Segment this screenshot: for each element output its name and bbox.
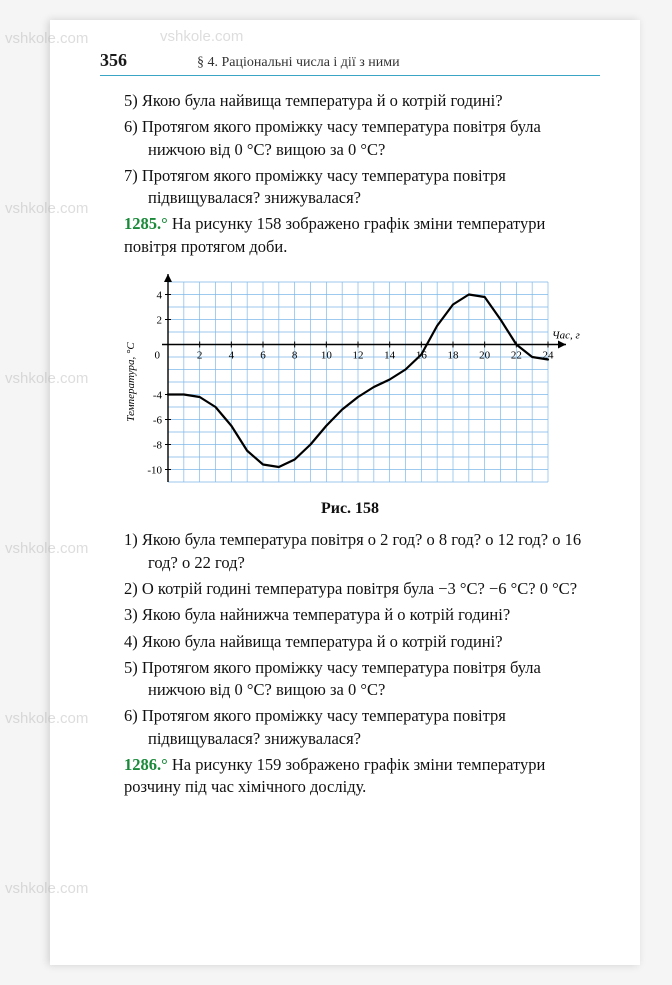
- question-item: 1) Якою була температура повітря о 2 год…: [100, 529, 600, 574]
- question-item: 5) Якою була найвища температура й о кот…: [100, 90, 600, 112]
- question-item: 5) Протягом якого проміжку часу температ…: [100, 657, 600, 702]
- item-number: 7): [124, 166, 142, 185]
- problem-text: На рисунку 159 зображено графік зміни те…: [124, 755, 545, 796]
- svg-text:Температура, °С: Температура, °С: [125, 342, 137, 422]
- section-title: § 4. Раціональні числа і дії з ними: [197, 55, 400, 71]
- item-number: 3): [124, 605, 142, 624]
- svg-text:Час, год: Час, год: [552, 329, 580, 341]
- item-text: Протягом якого проміжку часу температура…: [142, 117, 541, 158]
- figure-158: 24681012141618202224024-4-6-8-10Час, год…: [120, 272, 580, 520]
- item-number: 5): [124, 91, 142, 110]
- svg-text:22: 22: [511, 349, 522, 361]
- svg-text:0: 0: [155, 349, 161, 361]
- item-number: 6): [124, 706, 142, 725]
- question-item: 6) Протягом якого проміжку часу температ…: [100, 705, 600, 750]
- svg-text:-4: -4: [153, 389, 163, 401]
- bottom-question-list: 1) Якою була температура повітря о 2 год…: [100, 529, 600, 749]
- item-text: Якою була найнижча температура й о котрі…: [142, 605, 510, 624]
- question-item: 3) Якою була найнижча температура й о ко…: [100, 604, 600, 626]
- textbook-page: 356 § 4. Раціональні числа і дії з ними …: [50, 20, 640, 965]
- problem-1286: 1286.° На рисунку 159 зображено графік з…: [100, 754, 600, 799]
- question-item: 7) Протягом якого проміжку часу температ…: [100, 165, 600, 210]
- svg-text:-10: -10: [147, 464, 162, 476]
- page-number: 356: [100, 50, 127, 71]
- item-number: 2): [124, 579, 142, 598]
- svg-text:14: 14: [384, 349, 396, 361]
- svg-text:20: 20: [479, 349, 491, 361]
- page-header: 356 § 4. Раціональні числа і дії з ними: [100, 50, 600, 76]
- question-item: 4) Якою була найвища температура й о кот…: [100, 631, 600, 653]
- item-text: О котрій годині температура повітря була…: [142, 579, 577, 598]
- item-text: Протягом якого проміжку часу температура…: [142, 706, 506, 747]
- problem-1285: 1285.° На рисунку 158 зображено графік з…: [100, 213, 600, 258]
- question-item: 2) О котрій годині температура повітря б…: [100, 578, 600, 600]
- item-text: Протягом якого проміжку часу температура…: [142, 658, 541, 699]
- top-question-list: 5) Якою була найвища температура й о кот…: [100, 90, 600, 209]
- problem-text: На рисунку 158 зображено графік зміни те…: [124, 214, 545, 255]
- svg-text:10: 10: [321, 349, 333, 361]
- svg-text:4: 4: [157, 289, 163, 301]
- problem-number: 1285.°: [124, 214, 168, 233]
- svg-text:2: 2: [157, 314, 163, 326]
- item-text: Якою була температура повітря о 2 год? о…: [142, 530, 581, 571]
- svg-text:-6: -6: [153, 414, 163, 426]
- page-content: 5) Якою була найвища температура й о кот…: [100, 90, 600, 798]
- svg-text:2: 2: [197, 349, 203, 361]
- item-number: 1): [124, 530, 142, 549]
- item-number: 6): [124, 117, 142, 136]
- item-number: 5): [124, 658, 142, 677]
- figure-caption: Рис. 158: [120, 498, 580, 520]
- svg-text:-8: -8: [153, 439, 163, 451]
- item-number: 4): [124, 632, 142, 651]
- problem-number: 1286.°: [124, 755, 168, 774]
- svg-text:12: 12: [353, 349, 364, 361]
- svg-text:18: 18: [448, 349, 460, 361]
- svg-text:4: 4: [229, 349, 235, 361]
- svg-text:8: 8: [292, 349, 298, 361]
- item-text: Якою була найвища температура й о котрій…: [142, 632, 503, 651]
- question-item: 6) Протягом якого проміжку часу температ…: [100, 116, 600, 161]
- item-text: Протягом якого проміжку часу температура…: [142, 166, 506, 207]
- temperature-chart: 24681012141618202224024-4-6-8-10Час, год…: [120, 272, 580, 492]
- svg-text:6: 6: [260, 349, 266, 361]
- item-text: Якою була найвища температура й о котрій…: [142, 91, 503, 110]
